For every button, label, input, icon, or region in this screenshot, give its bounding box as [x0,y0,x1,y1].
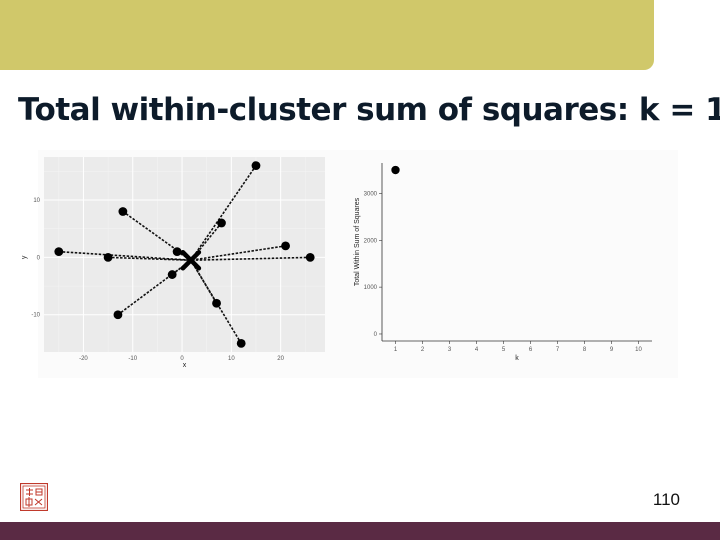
x-tick-label: 2 [421,347,425,353]
y-tick-label: 10 [33,198,40,204]
x-tick-label: 10 [228,356,235,362]
data-point [167,270,177,279]
centroid-distance-segment [117,259,192,316]
elbow-plot: 1 2 3 4 5 6 7 8 9 10 0 1000 2000 3000 k Total Within Su… [354,163,652,362]
x-tick-label: 5 [502,347,506,353]
data-point [54,247,64,257]
y-axis-title: Total Within Sum of Squares [354,197,361,286]
data-point [251,161,261,171]
y-tick-label: 0 [374,332,378,338]
x-tick-label: 3 [448,347,452,353]
seal-logo-icon [20,483,48,511]
y-tick-label: 0 [37,255,41,261]
y-axis-title: y [21,255,28,259]
x-axis-title: k [515,355,519,362]
x-tick-label: 1 [394,347,398,353]
data-point [212,298,221,308]
data-point [113,310,123,320]
x-tick-label: 4 [475,347,479,353]
x-tick-label: 7 [556,347,560,353]
top-banner [0,0,654,70]
bottom-bar [0,522,720,540]
slide-title: Total within-cluster sum of squares: k =… [18,92,720,128]
data-point [391,165,400,175]
x-axis-title: x [183,362,187,369]
y-tick-label: -10 [31,313,40,319]
data-point [281,241,290,251]
x-tick-label: -20 [79,356,88,362]
data-point [118,207,128,216]
page-number: 110 [652,490,680,509]
x-tick-label: 6 [529,347,533,353]
y-tick-label: 1000 [364,285,378,291]
data-point [236,338,246,348]
x-tick-label: 20 [277,356,284,362]
data-point [217,218,226,228]
x-tick-label: 0 [180,356,184,362]
data-point [103,252,113,262]
centroid-distance-segment [190,165,257,261]
centroid-distance-segment [108,256,191,262]
data-point [172,247,182,257]
data-point [305,252,315,262]
x-tick-label: 9 [610,347,614,353]
x-tick-label: 10 [635,347,642,353]
x-tick-label: -10 [128,356,137,362]
y-tick-label: 3000 [364,191,378,197]
kmeans-scatter-plot: -20 -10 0 10 20 -10 0 10 x y [21,157,325,369]
x-tick-label: 8 [583,347,587,353]
y-tick-label: 2000 [364,238,378,244]
centroid-x-marker [180,249,202,271]
